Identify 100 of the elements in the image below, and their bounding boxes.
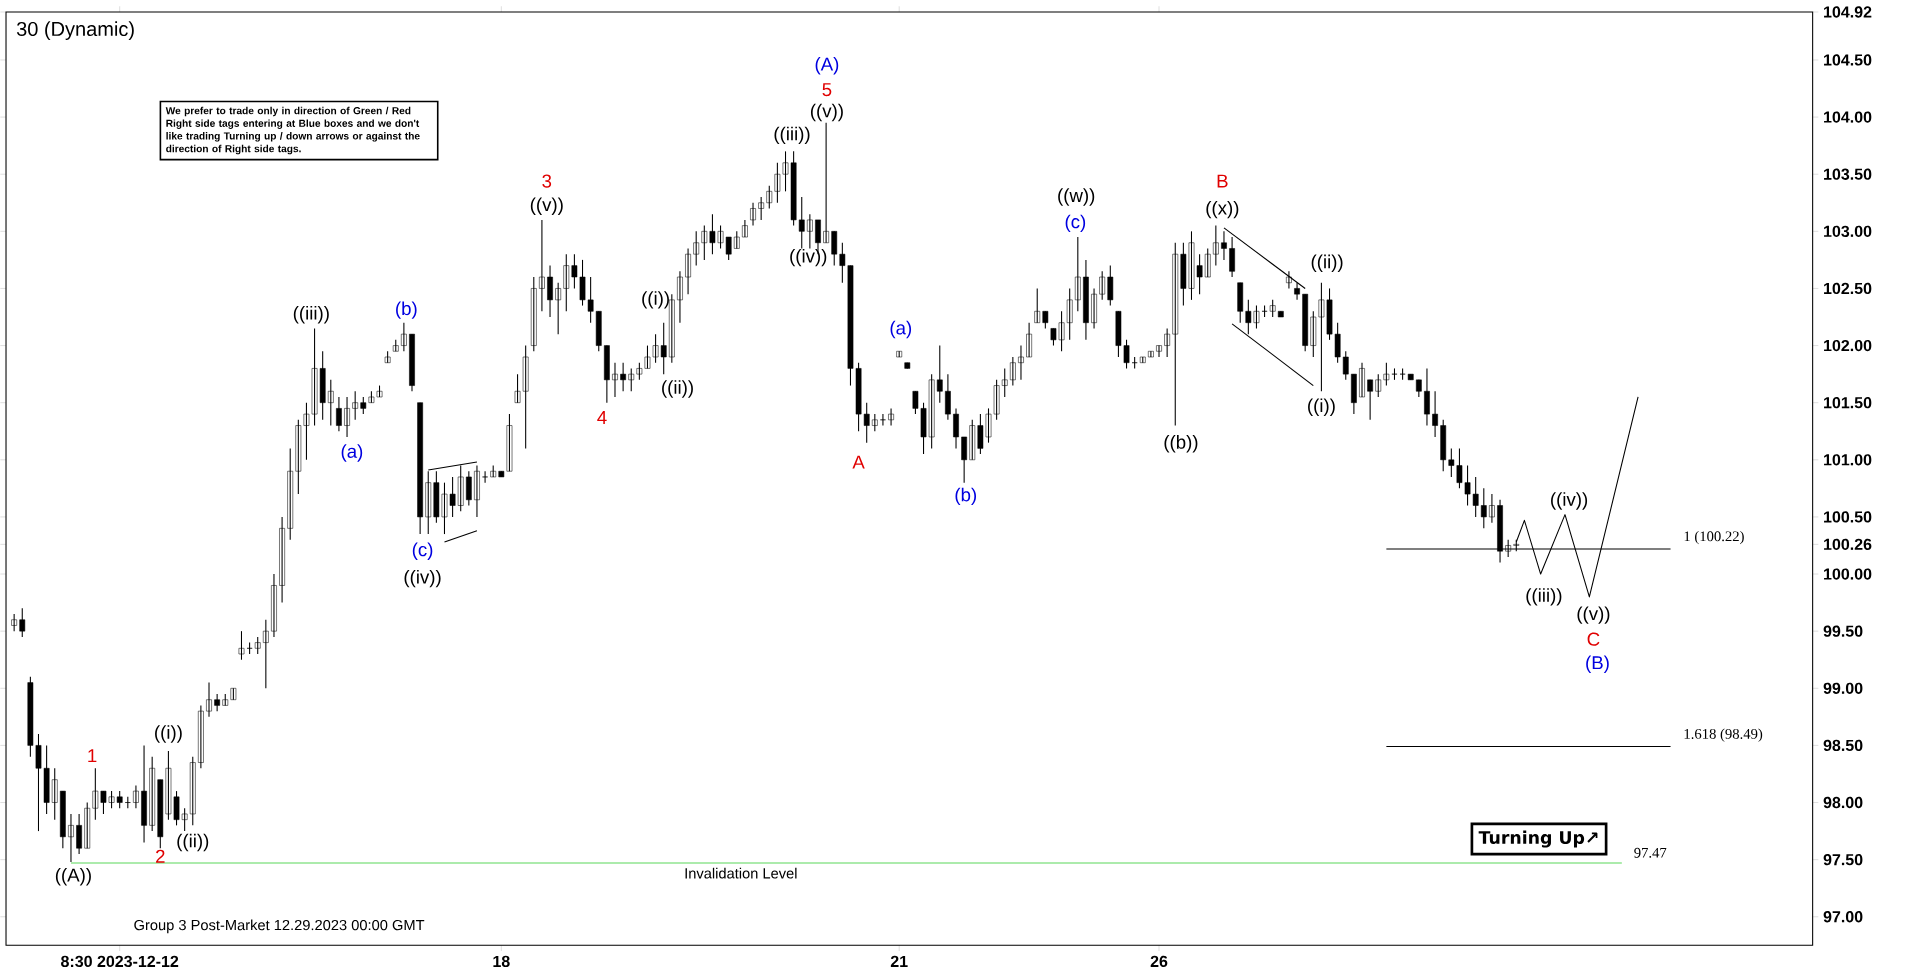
y-tick-label: 102.50 (1824, 282, 1872, 295)
candlestick (1399, 368, 1406, 381)
annotation: ((v)) (530, 197, 563, 216)
annotation: ((ii)) (1311, 254, 1343, 273)
annotation: (A) (815, 57, 839, 75)
candlestick (555, 282, 562, 335)
annotation: 2 (156, 849, 165, 863)
candlestick (352, 390, 359, 421)
annotation: ((A)) (55, 868, 91, 886)
candlestick (1407, 373, 1414, 381)
annotation: 3 (542, 174, 552, 188)
annotation: ((v)) (810, 103, 843, 122)
annotation: ((w)) (1058, 188, 1095, 206)
candlestick (238, 630, 245, 661)
candlestick (628, 368, 635, 392)
candlestick (1269, 299, 1276, 318)
y-tick-label: 99.50 (1823, 625, 1863, 637)
candlestick (482, 470, 488, 484)
annotation: 4 (597, 411, 607, 425)
annotation: 1 (88, 749, 97, 763)
ref-line-label: 1.618 (98.49) (1684, 728, 1763, 742)
annotation: ((b)) (1164, 435, 1198, 453)
candlestick (896, 350, 903, 358)
annotation: ((i)) (155, 725, 182, 743)
candlestick (384, 350, 391, 364)
candlestick (1237, 282, 1244, 324)
annotation: We prefer to trade only in direction of Green / Red Right side tags entering at Blue boxes and we don't like trading Turning up / down arrows or against the direction of Right side tags. (165, 106, 420, 155)
y-tick-label: 104.50 (1824, 54, 1872, 66)
annotation: ((iv)) (1551, 492, 1588, 510)
y-tick-label: 100.50 (1824, 511, 1872, 523)
y-tick-label: 103.00 (1824, 225, 1872, 238)
annotation: A (852, 455, 865, 469)
candlestick (831, 230, 838, 267)
annotation: Group 3 Post-Market 12.29.2023 00:00 GMT (134, 919, 425, 934)
annotation: ((iii)) (774, 126, 810, 145)
candlestick (1391, 368, 1398, 381)
y-tick-label: 104.00 (1824, 111, 1872, 123)
annotation: ((ii)) (662, 380, 693, 398)
candlestick (1480, 488, 1487, 530)
annotation: ((ii)) (177, 833, 209, 852)
annotation: (a) (341, 444, 363, 462)
y-tick-label: 102.00 (1824, 340, 1872, 352)
y-tick-label: 97.00 (1823, 911, 1863, 923)
candlestick (465, 470, 472, 507)
candlestick (1415, 379, 1422, 398)
candlestick (798, 196, 805, 250)
candlestick (758, 196, 765, 221)
candlestick (1042, 310, 1049, 330)
annotation: ((iv)) (790, 249, 827, 267)
x-tick-label: 26 (1150, 955, 1168, 968)
annotation: (b) (955, 487, 977, 506)
candlestick (392, 339, 399, 352)
y-tick-label: 101.00 (1824, 454, 1872, 466)
ref-line-label: Invalidation Level (685, 867, 797, 879)
candlestick (871, 413, 878, 432)
y-tick-label: 98.50 (1823, 739, 1863, 752)
annotation: ((x)) (1206, 201, 1239, 219)
annotation: 97.47 (1634, 848, 1667, 858)
annotation: ((iv)) (404, 570, 441, 588)
candlestick (1383, 362, 1390, 387)
annotation: (c) (1065, 214, 1086, 233)
candlestick (693, 230, 700, 267)
candlestick (490, 465, 497, 478)
candlestick (733, 230, 740, 250)
y-tick-label: 101.50 (1824, 397, 1872, 409)
y-tick-label: 97.50 (1823, 854, 1863, 866)
annotation: ((v)) (1577, 606, 1610, 625)
candlestick (230, 687, 237, 701)
x-tick-label: 18 (493, 955, 510, 968)
candlestick (1107, 265, 1114, 307)
annotation: (b) (396, 301, 417, 320)
annotation: ((i)) (642, 291, 669, 309)
candlestick (1099, 270, 1106, 301)
y-tick-label: 103.50 (1824, 168, 1872, 181)
y-tick-label: 98.00 (1823, 797, 1863, 809)
candlestick (936, 345, 943, 404)
candlestick (1139, 356, 1146, 364)
annotation: ((i)) (1308, 398, 1335, 417)
candlestick (222, 693, 229, 707)
y-tick-label: 99.00 (1823, 682, 1863, 695)
candlestick (1074, 236, 1081, 313)
annotation: (c) (412, 542, 433, 561)
annotation: B (1217, 174, 1228, 188)
chart-title: 30 (Dynamic) (16, 21, 134, 41)
annotation: ((iii)) (1526, 588, 1562, 606)
annotation: (a) (890, 321, 912, 339)
ref-line-label: 1 (100.22) (1684, 531, 1744, 545)
y-tick-label: 100.00 (1824, 568, 1872, 580)
annotation: 5 (822, 83, 832, 97)
candlestick (1277, 310, 1284, 318)
y-tick-label: 104.92 (1824, 6, 1872, 18)
x-tick-label: 21 (890, 955, 908, 968)
candlestick (1375, 373, 1382, 398)
candlestick (1342, 350, 1349, 381)
annotation: C (1587, 632, 1600, 646)
candlestick (254, 636, 261, 655)
annotation: (B) (1586, 655, 1609, 674)
annotation: ((iii)) (293, 306, 329, 324)
candlestick (19, 607, 26, 638)
x-tick-label: 8:30 2023-12-12 (61, 955, 179, 968)
